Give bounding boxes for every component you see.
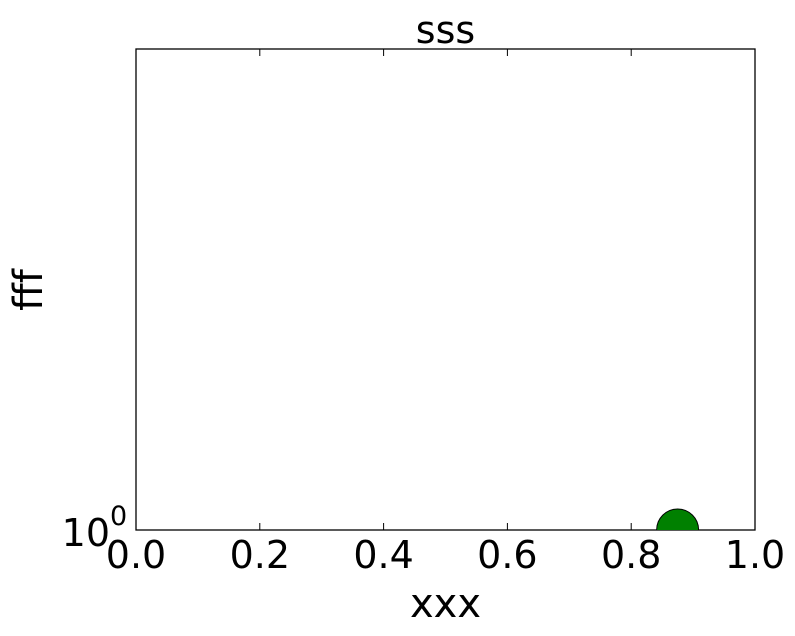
x-tick-label: 1.0 (725, 533, 785, 577)
chart-title: sss (416, 8, 475, 52)
x-tick-label: 0.0 (106, 533, 166, 577)
y-tick-label: 10 (62, 511, 110, 555)
y-tick-base: 10 (62, 511, 110, 555)
scatter-point (656, 508, 700, 530)
x-tick-label: 0.6 (477, 533, 537, 577)
y-axis-title: fff (6, 268, 52, 311)
x-axis-ticks: 0.0 0.2 0.4 0.6 0.8 1.0 (106, 49, 785, 577)
x-tick-label: 0.4 (353, 533, 413, 577)
plot-area (135, 48, 756, 531)
x-tick-label: 0.8 (601, 533, 661, 577)
x-axis-title: xxx (410, 581, 481, 627)
x-tick-label: 0.2 (230, 533, 290, 577)
y-tick-exponent: 0 (110, 501, 127, 532)
scatter-points (656, 508, 700, 530)
